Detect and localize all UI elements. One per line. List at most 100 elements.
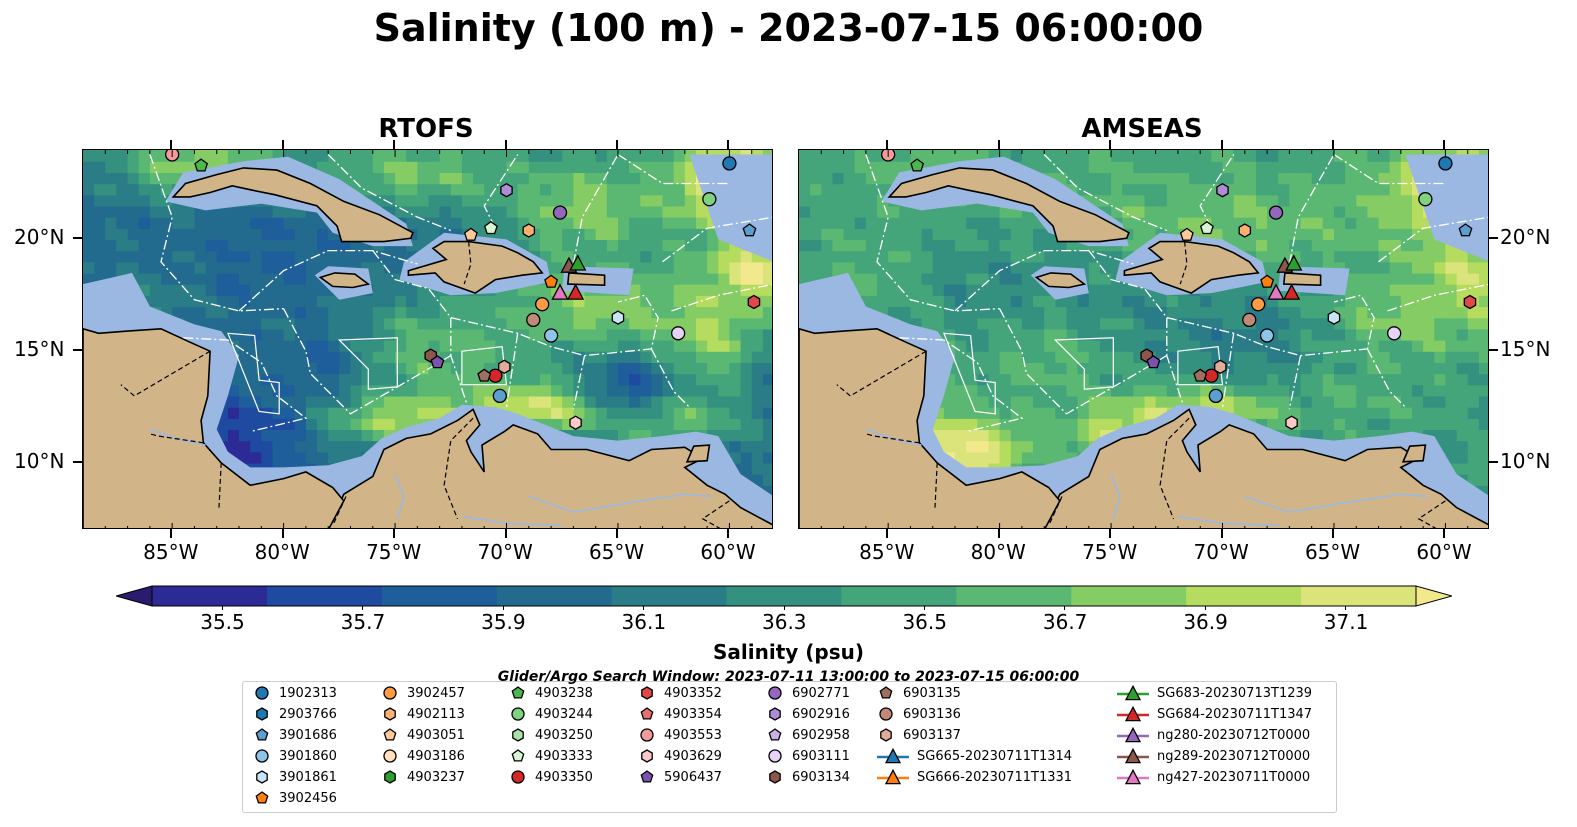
legend-item-label: 4903186 <box>407 748 465 764</box>
legend-marker <box>884 747 902 764</box>
colorbar-segment <box>381 586 498 606</box>
colorbar-tick-mark <box>502 606 504 610</box>
land-jamaica <box>1034 272 1087 289</box>
eez-boundary <box>572 355 586 410</box>
lat-tick-label-left: 20°N <box>14 225 65 250</box>
observation-marker <box>488 368 503 383</box>
lon-tick-mark <box>615 529 618 538</box>
eez-boundary <box>1366 348 1406 408</box>
lon-tick-mark <box>997 529 1000 538</box>
legend-item: SG666-20230711T1331 <box>877 768 1072 786</box>
lon-tick-mark <box>281 140 284 149</box>
legend-marker <box>769 770 781 784</box>
colorbar-tick-mark <box>643 606 645 610</box>
observation-marker <box>194 158 209 172</box>
colorbar-tick-mark <box>1204 606 1206 610</box>
legend-marker <box>768 728 782 741</box>
colorbar-segment <box>496 586 613 606</box>
lon-tick-mark <box>1443 140 1446 149</box>
legend-item: 4903352 <box>638 684 722 702</box>
legend-item: 4903354 <box>638 705 722 723</box>
eez-boundary <box>650 348 690 408</box>
observation-marker <box>1458 223 1473 237</box>
legend-item: 3901861 <box>253 768 337 786</box>
legend-item: 2903766 <box>253 705 337 723</box>
observation-marker <box>1146 355 1161 369</box>
land-hispaniola <box>1123 240 1260 294</box>
legend-item: 3901686 <box>253 726 337 744</box>
lon-tick-mark <box>1443 529 1446 538</box>
pentagon-marker-icon <box>511 686 525 699</box>
lon-tick-mark <box>727 529 730 538</box>
legend-item: SG683-20230713T1239 <box>1117 684 1312 702</box>
legend-item: 3901860 <box>253 747 337 765</box>
observation-marker <box>567 283 585 300</box>
legend-item: ng289-20230712T0000 <box>1117 747 1310 765</box>
observation-marker <box>702 192 717 207</box>
colorbar-segment <box>152 586 268 606</box>
legend-item-label: 6903135 <box>903 685 961 701</box>
legend-marker <box>1124 684 1142 701</box>
legend-item-label: 3901861 <box>279 769 337 785</box>
legend-item-label: 4903553 <box>664 727 722 743</box>
land-hispaniola <box>407 240 544 294</box>
legend-item: 6902916 <box>766 705 850 723</box>
colorbar-tick-label: 36.3 <box>762 610 807 634</box>
legend-item: 4903237 <box>381 768 465 786</box>
pentagon-marker-icon <box>255 791 269 804</box>
legend-item: 4903553 <box>638 726 722 744</box>
lat-tick-label-right: 20°N <box>1500 225 1551 250</box>
legend-marker <box>383 686 397 700</box>
eez-boundary <box>1288 154 1335 265</box>
hexagon-marker-icon <box>384 770 396 784</box>
rtofs-map-panel <box>82 149 773 529</box>
eez-boundary <box>671 283 772 312</box>
legend-item: 4902113 <box>381 705 465 723</box>
circle-marker-icon <box>383 749 397 763</box>
eez-boundary <box>1199 154 1235 229</box>
colorbar-segment <box>841 586 957 606</box>
legend-item-label: 4903629 <box>664 748 722 764</box>
legend-item: 4903051 <box>381 726 465 744</box>
observation-marker <box>1238 223 1252 238</box>
eez-boundary <box>327 154 452 232</box>
legend-item: 6902958 <box>766 726 850 744</box>
glider-triangle-icon <box>1117 768 1149 785</box>
lon-tick-label: 75°W <box>1082 540 1138 564</box>
legend-item: ng280-20230712T0000 <box>1117 726 1310 744</box>
lon-tick-label: 65°W <box>1304 540 1361 564</box>
legend-marker <box>1124 747 1142 764</box>
legend-marker <box>256 707 268 721</box>
lon-tick-label: 60°W <box>1416 540 1472 564</box>
colorbar-tick-label: 36.1 <box>621 610 667 634</box>
colorbar-segment <box>611 586 728 606</box>
observation-marker <box>1283 283 1301 300</box>
colorbar-tick-label: 36.7 <box>1042 610 1088 634</box>
legend-marker <box>768 686 782 700</box>
lat-tick-mark <box>73 237 82 240</box>
rtofs-panel-title: RTOFS <box>378 114 474 144</box>
circle-marker-icon <box>511 770 525 784</box>
colorbar-label: Salinity (psu) <box>712 640 864 664</box>
legend-item-label: 4903250 <box>535 727 593 743</box>
circle-marker-icon <box>255 686 269 700</box>
hexagon-marker-icon <box>769 770 781 784</box>
salinity-colorbar <box>116 585 1452 607</box>
observation-marker <box>742 223 757 237</box>
colorbar-tick-mark <box>923 606 925 610</box>
legend-marker <box>255 749 269 763</box>
pentagon-marker-icon <box>640 770 654 783</box>
legend-item: 6903137 <box>877 726 961 744</box>
legend-marker <box>255 791 269 804</box>
legend-item-label: 3902457 <box>407 685 465 701</box>
observation-marker <box>1251 297 1266 312</box>
land-puertoRico <box>566 272 606 287</box>
lon-tick-mark <box>886 140 889 149</box>
observation-marker <box>1214 359 1227 375</box>
hexagon-marker-icon <box>256 707 268 721</box>
legend-item-label: 6902916 <box>792 706 850 722</box>
legend-item-label: 4903354 <box>664 706 722 722</box>
colorbar-segment <box>956 586 1072 606</box>
legend-marker <box>512 728 524 742</box>
eez-boundary <box>1166 294 1375 357</box>
